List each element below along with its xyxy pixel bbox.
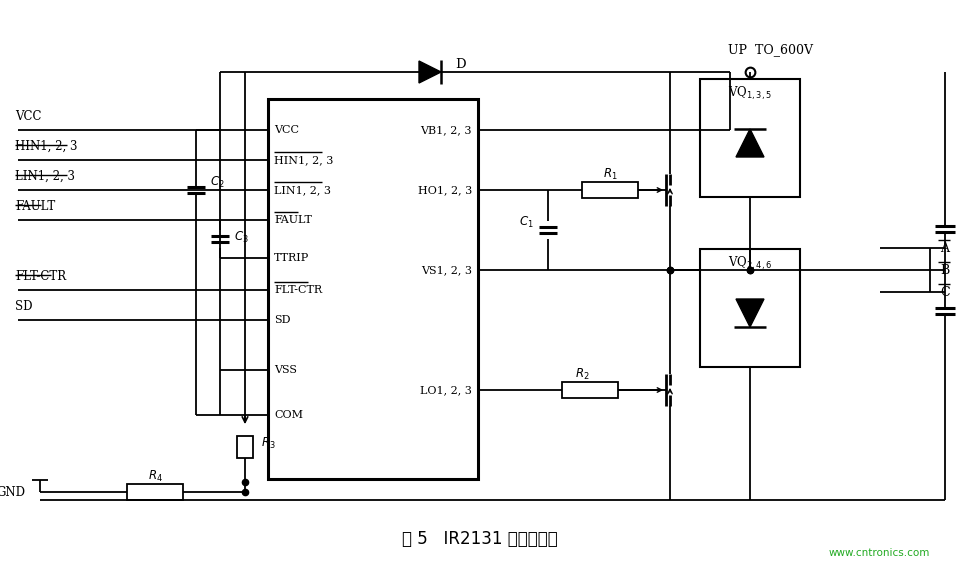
Bar [237, 436, 253, 458]
Text: LIN1, 2, 3: LIN1, 2, 3 [15, 170, 75, 183]
Text: FLT-CTR: FLT-CTR [274, 285, 322, 295]
Text: VS1, 2, 3: VS1, 2, 3 [421, 265, 472, 275]
Text: VB1, 2, 3: VB1, 2, 3 [421, 125, 472, 135]
Text: LIN1, 2, 3: LIN1, 2, 3 [274, 185, 331, 195]
Text: B: B [940, 264, 949, 277]
Polygon shape [419, 61, 441, 83]
Text: FLT-CTR: FLT-CTR [15, 270, 66, 283]
Text: C: C [940, 286, 949, 298]
Text: VSS: VSS [274, 365, 297, 375]
Text: FAULT: FAULT [274, 215, 312, 225]
Text: 图 5   IR2131 的驱动电路: 图 5 IR2131 的驱动电路 [402, 530, 558, 548]
Text: UP  TO_600V: UP TO_600V [727, 44, 812, 57]
Text: FAULT: FAULT [15, 200, 55, 213]
Bar [582, 182, 638, 198]
Text: TTRIP: TTRIP [274, 253, 309, 263]
Text: SD: SD [15, 300, 33, 313]
Text: $R_3$: $R_3$ [261, 435, 276, 451]
Text: HIN1, 2, 3: HIN1, 2, 3 [15, 140, 78, 153]
Text: GND: GND [0, 485, 25, 498]
Text: SD: SD [274, 315, 290, 325]
Polygon shape [736, 299, 764, 327]
Bar [268, 99, 478, 479]
Text: A: A [940, 242, 949, 255]
Text: $C_1$: $C_1$ [519, 214, 534, 230]
Text: $R_4$: $R_4$ [148, 468, 162, 484]
Text: www.cntronics.com: www.cntronics.com [828, 548, 930, 558]
Text: COM: COM [274, 410, 303, 420]
Bar [127, 484, 183, 500]
Text: $R_2$: $R_2$ [575, 366, 590, 382]
Bar [700, 249, 800, 367]
Text: HO1, 2, 3: HO1, 2, 3 [418, 185, 472, 195]
Text: HIN1, 2, 3: HIN1, 2, 3 [274, 155, 333, 165]
Text: VCC: VCC [274, 125, 299, 135]
Text: LO1, 2, 3: LO1, 2, 3 [420, 385, 472, 395]
Text: VQ$_{1, 3, 5}$: VQ$_{1, 3, 5}$ [728, 84, 772, 101]
Text: VCC: VCC [15, 110, 41, 123]
Text: D: D [455, 57, 466, 70]
Text: $C_2$: $C_2$ [210, 175, 225, 189]
Text: $R_1$: $R_1$ [603, 167, 617, 181]
Polygon shape [736, 129, 764, 157]
Text: VQ$_{2, 4, 6}$: VQ$_{2, 4, 6}$ [728, 255, 772, 272]
Text: $C_3$: $C_3$ [234, 230, 249, 244]
Bar [562, 382, 618, 398]
Bar [700, 79, 800, 197]
